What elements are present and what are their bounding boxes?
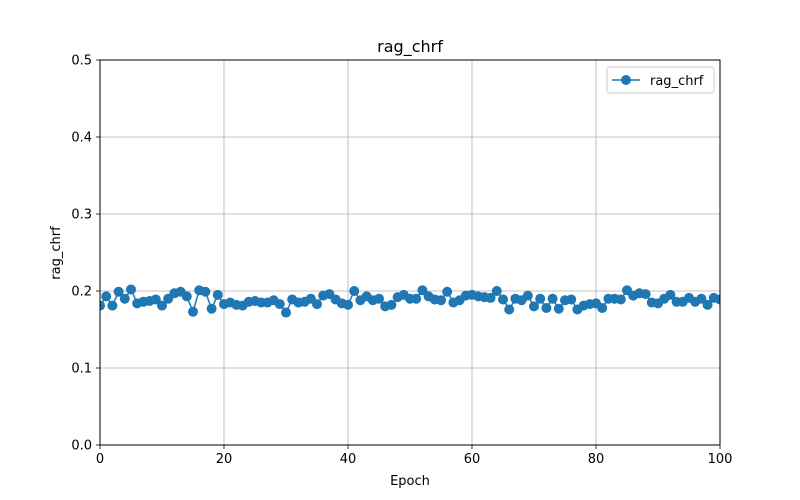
x-tick-label: 20 (216, 452, 233, 467)
data-point (274, 299, 285, 310)
data-point (281, 307, 291, 318)
legend: rag_chrf (606, 66, 715, 94)
data-point (181, 291, 192, 302)
y-tick-label: 0.1 (71, 362, 92, 377)
data-point (696, 293, 707, 304)
data-point (615, 294, 626, 305)
data-point (547, 293, 558, 304)
y-tick-label: 0.3 (71, 208, 92, 223)
plot-frame (99, 59, 721, 446)
data-point (349, 286, 360, 296)
data-point (504, 304, 515, 315)
data-point (411, 293, 422, 304)
data-point (665, 289, 676, 300)
y-tick-label: 0.5 (71, 54, 92, 69)
data-point (206, 303, 217, 314)
data-point (597, 302, 608, 313)
data-point (119, 293, 130, 304)
y-tick-label: 0.2 (71, 285, 92, 300)
data-point (188, 306, 198, 317)
data-point (522, 290, 533, 301)
x-axis-label: Epoch (390, 474, 430, 489)
data-point (535, 293, 546, 304)
y-tick-label: 0.0 (71, 439, 92, 454)
data-point (113, 286, 124, 297)
x-tick-label: 40 (340, 452, 357, 467)
legend-label: rag_chrf (650, 74, 704, 89)
legend-box (606, 66, 715, 94)
x-tick-label: 100 (708, 452, 733, 467)
data-point (491, 286, 502, 296)
data-point (541, 302, 552, 313)
data-point (150, 294, 161, 305)
data-point (126, 284, 136, 295)
data-point (529, 301, 539, 312)
y-axis-label: rag_chrf (49, 226, 64, 280)
data-point (157, 300, 167, 311)
data-point (640, 289, 651, 300)
data-point (417, 285, 428, 296)
data-point (212, 289, 223, 300)
data-point (200, 286, 211, 297)
data-point (485, 292, 496, 303)
data-point (101, 291, 112, 302)
series-layer (100, 284, 720, 318)
x-tick-label: 60 (464, 452, 481, 467)
series-group (100, 284, 720, 318)
data-point (498, 294, 508, 305)
data-point (702, 299, 713, 310)
data-point (312, 299, 322, 310)
x-tick-label: 0 (96, 452, 104, 467)
x-tick-label: 80 (588, 452, 605, 467)
data-point (436, 295, 446, 306)
data-point (553, 303, 564, 314)
data-point (386, 299, 397, 310)
data-point (566, 294, 577, 305)
data-point (442, 286, 453, 297)
legend-marker-swatch (621, 75, 631, 85)
data-point (343, 299, 353, 310)
data-point (374, 293, 384, 304)
y-tick-label: 0.4 (71, 131, 92, 146)
ticks: 0 20 40 60 80 100 0.0 0.1 0.2 0.3 0.4 0.5 (71, 54, 732, 468)
data-point (100, 300, 105, 311)
data-point (715, 294, 720, 305)
chart-title: rag_chrf (377, 37, 443, 57)
data-point (107, 300, 118, 311)
